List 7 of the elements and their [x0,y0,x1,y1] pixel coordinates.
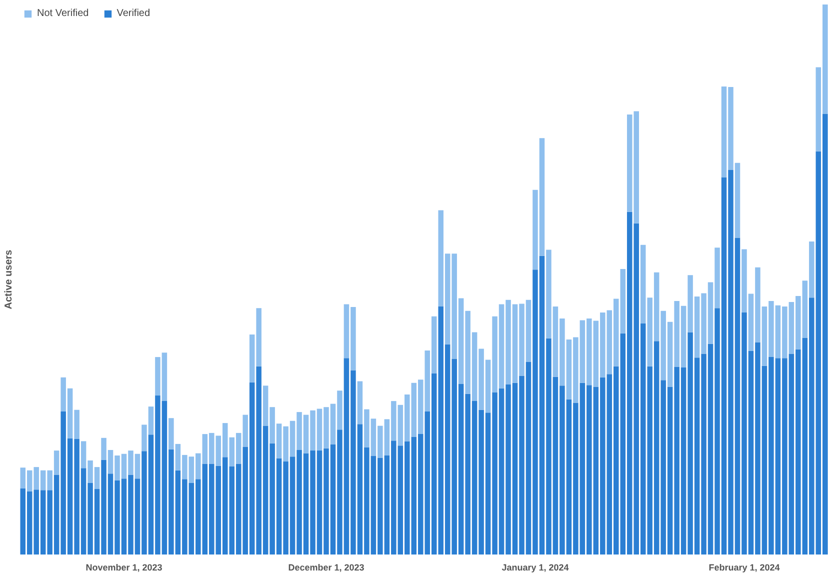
legend-label: Verified [116,8,150,19]
legend-label: Not Verified [37,8,89,19]
x-tick-label: February 1, 2024 [708,562,780,572]
x-tick-label: January 1, 2024 [502,562,569,572]
x-tick-label: December 1, 2023 [288,562,364,572]
x-tick-label: November 1, 2023 [86,562,162,572]
y-axis-title: Active users [4,249,14,310]
